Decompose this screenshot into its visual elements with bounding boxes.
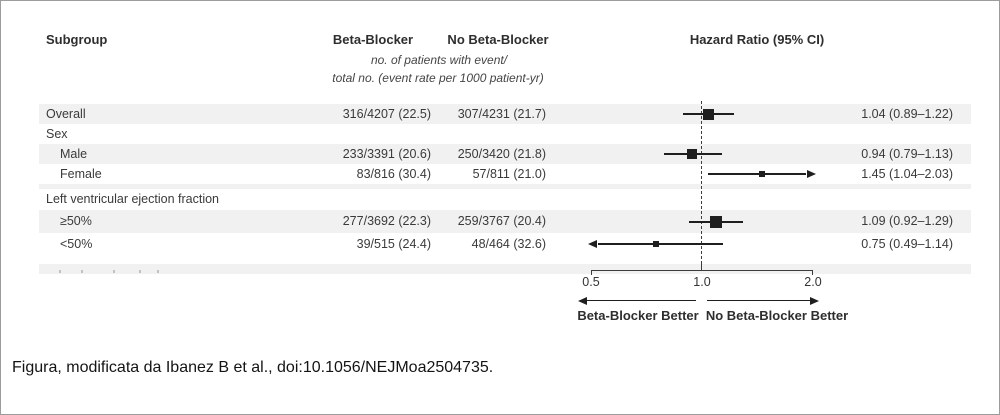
row-separator-strip xyxy=(39,184,971,189)
no-beta-blocker-value: 57/811 (21.0) xyxy=(472,167,546,181)
x-axis-tick-label: 2.0 xyxy=(804,275,822,289)
row-label: Female xyxy=(60,167,102,181)
row-label: Sex xyxy=(46,127,68,141)
column-header-hazard-ratio: Hazard Ratio (95% CI) xyxy=(689,32,825,47)
column-header-beta-blocker: Beta-Blocker xyxy=(332,32,414,47)
ci-arrow-left-icon xyxy=(588,239,597,248)
ci-line xyxy=(598,243,723,245)
table-row: <50% 39/515 (24.4) 48/464 (32.6) 0.75 (0.49… xyxy=(39,233,971,255)
hazard-ratio-value: 0.75 (0.49–1.14) xyxy=(861,237,953,251)
table-row: Male 233/3391 (20.6) 250/3420 (21.8) 0.94 (… xyxy=(39,144,971,164)
left-arrowhead-icon xyxy=(578,296,587,305)
no-beta-blocker-value: 307/4231 (21.7) xyxy=(457,107,546,121)
table-row: Sex xyxy=(39,124,971,144)
beta-blocker-value: 83/816 (30.4) xyxy=(356,167,431,181)
hazard-ratio-value: 1.09 (0.92–1.29) xyxy=(861,214,953,228)
beta-blocker-value: 277/3692 (22.3) xyxy=(342,214,431,228)
column-header-subgroup: Subgroup xyxy=(46,32,108,47)
cropped-text-fragment xyxy=(157,270,159,273)
beta-blocker-value: 316/4207 (22.5) xyxy=(342,107,431,121)
table-row: ≥50% 277/3692 (22.3) 259/3767 (20.4) 1.09 (… xyxy=(39,210,971,233)
hr-point-estimate-square xyxy=(652,241,659,247)
ci-arrow-right-icon xyxy=(807,169,816,178)
table-row: Overall 316/4207 (22.5) 307/4231 (21.7) 1.0… xyxy=(39,104,971,124)
reference-line xyxy=(701,101,702,269)
right-arrowhead-icon xyxy=(810,296,819,305)
hr-point-estimate-square xyxy=(758,171,765,177)
hr-point-estimate-square xyxy=(709,215,722,228)
hazard-ratio-value: 0.94 (0.79–1.13) xyxy=(861,147,953,161)
x-axis-reference-tick xyxy=(701,264,702,270)
no-beta-blocker-better-arrow xyxy=(707,300,811,301)
no-beta-blocker-value: 259/3767 (20.4) xyxy=(457,214,546,228)
row-label: ≥50% xyxy=(60,214,92,228)
footer-label-right: No Beta-Blocker Better xyxy=(705,308,849,323)
row-label: <50% xyxy=(60,237,93,251)
x-axis-tick-label: 1.0 xyxy=(693,275,711,289)
row-label: Male xyxy=(60,147,88,161)
no-beta-blocker-value: 250/3420 (21.8) xyxy=(457,147,546,161)
table-row: Female 83/816 (30.4) 57/811 (21.0) 1.45 (1.… xyxy=(39,164,971,184)
row-label: Overall xyxy=(46,107,86,121)
x-axis-line xyxy=(591,270,813,271)
hazard-ratio-value: 1.45 (1.04–2.03) xyxy=(861,167,953,181)
events-subtitle-line2: total no. (event rate per 1000 patient-y… xyxy=(332,71,544,85)
table-row: Left ventricular ejection fraction xyxy=(39,189,971,210)
column-header-no-beta-blocker: No Beta-Blocker xyxy=(447,32,549,47)
hazard-ratio-value: 1.04 (0.89–1.22) xyxy=(861,107,953,121)
figure-caption: Figura, modificata da Ibanez B et al., d… xyxy=(12,359,494,376)
events-subtitle-line1: no. of patients with event/ xyxy=(370,53,508,67)
beta-blocker-better-arrow xyxy=(586,300,696,301)
ci-line xyxy=(708,173,806,175)
row-label: Left ventricular ejection fraction xyxy=(46,192,220,206)
no-beta-blocker-value: 48/464 (32.6) xyxy=(471,237,546,251)
cropped-text-fragment xyxy=(59,270,61,273)
x-axis-end-tick-right xyxy=(811,270,813,275)
x-axis-tick-label: 0.5 xyxy=(582,275,600,289)
cropped-text-fragment xyxy=(113,270,115,273)
hr-point-estimate-square xyxy=(702,108,714,120)
cropped-text-fragment xyxy=(139,270,141,273)
cropped-text-fragment xyxy=(81,270,83,273)
hr-point-estimate-square xyxy=(687,149,698,159)
beta-blocker-value: 39/515 (24.4) xyxy=(356,237,431,251)
footer-label-left: Beta-Blocker Better xyxy=(577,308,699,323)
cropped-row-strip xyxy=(39,264,971,274)
x-axis-end-tick-left xyxy=(591,270,592,275)
beta-blocker-value: 233/3391 (20.6) xyxy=(342,147,431,161)
